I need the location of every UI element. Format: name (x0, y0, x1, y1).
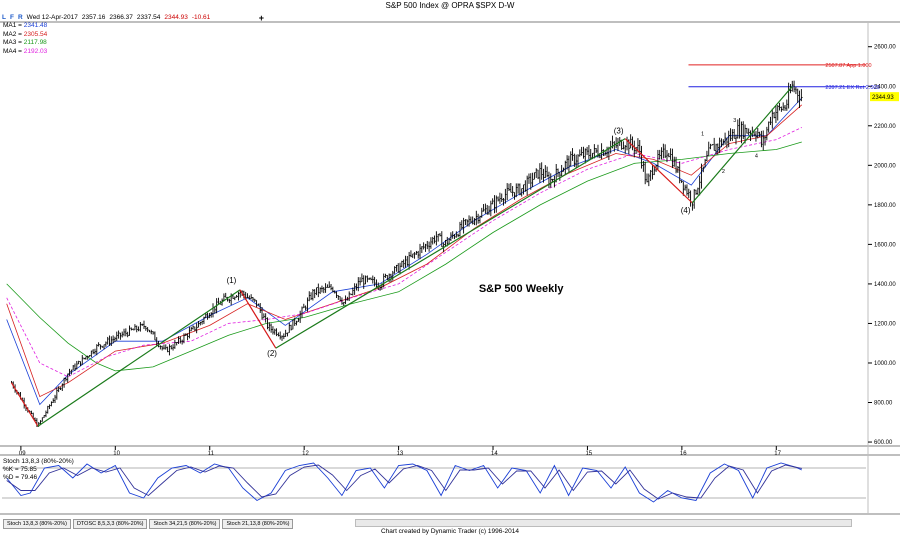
ma-legend-value: 2341.48 (23, 22, 48, 29)
indicator-tabs: Stoch 13,8,3 (80%-20%) DTOSC 8,5,3,3 (80… (3, 519, 294, 529)
moving-average-1-line (6, 97, 803, 406)
fib-reference-label: 2397.21 EX Ret 2.000 (825, 85, 879, 91)
wave-label: (2) (267, 349, 277, 358)
ma-legend-value: 2117.98 (23, 39, 47, 46)
y-axis-tick-label: 1800.00 (874, 203, 896, 209)
chart-title: S&P 500 Index @ OPRA $SPX D-W (385, 1, 515, 10)
wave-trend-line (37, 289, 241, 427)
x-axis-tick-label: 16 (680, 451, 687, 457)
x-axis-tick-label: 15 (585, 451, 592, 457)
x-axis-tick-label: 14 (491, 451, 498, 457)
ma-legend-label: MA4 = (3, 47, 24, 55)
ma-legend-label: MA3 = (3, 39, 24, 46)
moving-average-legend: MA1 = 2341.48 MA2 = 2305.54 MA3 = 2117.9… (3, 22, 47, 56)
toolbar-close: 2344.93 (164, 14, 188, 21)
ma-legend-value: 2305.54 (23, 30, 48, 38)
tab-stoch-34-21-5[interactable]: Stoch 34,21,5 (80%-20%) (149, 519, 221, 529)
stoch-d-line (6, 464, 802, 500)
toolbar-open: 2357.16 (81, 14, 106, 21)
y-axis-tick-label: 800.00 (874, 401, 893, 407)
fib-reference-label: 2507.87 App 1.000 (825, 63, 871, 69)
last-price-label: 2344.93 (872, 95, 894, 101)
toolbar-change: -10.61 (191, 14, 211, 21)
chart-watermark-title: S&P 500 Weekly (479, 283, 564, 295)
tab-stoch-13-8-3[interactable]: Stoch 13,8,3 (80%-20%) (3, 519, 71, 529)
wave-trend-line (624, 138, 693, 204)
wave-label: 2 (722, 169, 725, 175)
toolbar-f-button[interactable]: F (9, 14, 14, 21)
moving-average-2-line (6, 104, 803, 398)
stoch-legend-k: %K = 75.85 (3, 466, 37, 473)
last-price-marker (870, 92, 899, 102)
wave-trend-line (691, 85, 793, 204)
moving-average-4-line (6, 127, 802, 378)
moving-average-3-line (6, 141, 802, 372)
toolbar-high: 2366.37 (109, 14, 133, 21)
wave-label: 4 (755, 153, 758, 159)
wave-label: (1) (227, 276, 237, 285)
y-axis-tick-label: 2400.00 (874, 84, 896, 90)
toolbar-date: Wed 12-Apr-2017 (26, 14, 78, 21)
price-toolbar: L F R Wed 12-Apr-2017 2357.16 2366.37 23… (2, 12, 264, 23)
x-axis-tick-label: 17 (774, 451, 781, 457)
x-axis-tick-label: 10 (113, 451, 120, 457)
toolbar-low: 2337.54 (136, 14, 161, 21)
toolbar-r-button[interactable]: R (17, 14, 23, 21)
wave-label: (3) (614, 127, 624, 136)
y-axis-tick-label: 1600.00 (874, 242, 896, 248)
y-axis-tick-label: 1200.00 (874, 321, 896, 327)
add-plus-button[interactable]: + (258, 12, 264, 23)
wave-label: 3 (733, 118, 736, 124)
stoch-legend-title: Stoch 13,8,3 (80%-20%) (3, 458, 74, 465)
price-bars-group (10, 80, 803, 427)
tab-stoch-21-13-8[interactable]: Stoch 21,13,8 (80%-20%) (222, 519, 294, 529)
y-axis-tick-label: 1400.00 (874, 282, 896, 288)
x-axis-tick-label: 13 (397, 451, 404, 457)
y-axis-tick-label: 1000.00 (874, 361, 896, 367)
wave-trend-line (275, 138, 626, 349)
x-axis-tick-label: 12 (302, 451, 309, 457)
stoch-k-line (6, 462, 802, 503)
ma-legend-row: MA1 = 2341.48 (3, 22, 47, 31)
ma-legend-label: MA1 = (3, 22, 24, 29)
horizontal-scrollbar[interactable] (355, 519, 852, 527)
toolbar-l-button[interactable]: L (2, 14, 6, 21)
ma-legend-label: MA2 = (3, 30, 24, 38)
ma-legend-row: MA3 = 2117.98 (3, 39, 47, 48)
wave-trend-line (10, 382, 39, 427)
tab-dtosc-8-5-3-3[interactable]: DTOSC 8,5,3,3 (80%-20%) (72, 519, 148, 529)
wave-trend-line (239, 289, 277, 349)
y-axis-tick-label: 2200.00 (874, 124, 896, 130)
x-axis-tick-label: 09 (19, 451, 26, 457)
stochastic-legend: Stoch 13,8,3 (80%-20%) %K = 75.85 %D = 7… (3, 458, 74, 482)
y-axis-tick-label: 2600.00 (874, 45, 896, 51)
x-axis-tick-label: 11 (208, 451, 215, 457)
ma-legend-row: MA4 = 2192.03 (3, 48, 47, 57)
ma-legend-value: 2192.03 (23, 47, 48, 55)
wave-label: (4) (681, 206, 691, 215)
y-axis-tick-label: 2000.00 (874, 163, 896, 169)
wave-label: 1 (701, 132, 704, 138)
y-axis-tick-label: 600.00 (874, 440, 893, 446)
ma-legend-row: MA2 = 2305.54 (3, 31, 47, 40)
stoch-legend-d: %D = 79.46 (3, 474, 38, 481)
footer-credit: Chart created by Dynamic Trader (c) 1996… (380, 528, 519, 535)
